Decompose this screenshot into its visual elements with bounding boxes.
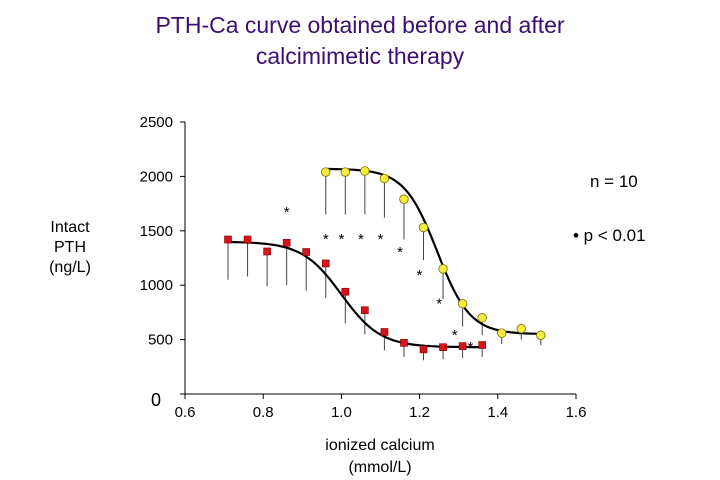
data-point: [243, 235, 252, 244]
y-tick-label: 2000: [140, 168, 173, 185]
data-point: [536, 330, 546, 340]
data-point: [379, 173, 390, 184]
data-point: [419, 345, 428, 354]
data-point: [282, 238, 291, 247]
data-point: [497, 328, 507, 338]
x-tick-label: 1.4: [487, 404, 508, 421]
data-point: [457, 298, 468, 309]
y-tick-label: 1000: [140, 277, 173, 294]
x-tick-label: 1.2: [409, 404, 430, 421]
x-axis-label-line-2: (mmol/L): [348, 459, 411, 476]
data-point: [400, 339, 408, 347]
n-annotation: n = 10: [590, 172, 638, 191]
y-axis-label-line-3: (ng/L): [49, 259, 91, 276]
x-axis-label-line-1: ionized calcium: [325, 437, 434, 454]
significance-mark: *: [378, 231, 384, 248]
significance-mark: *: [468, 339, 474, 356]
data-point: [360, 166, 370, 176]
x-tick-label: 0.8: [253, 404, 274, 421]
data-point: [340, 167, 351, 177]
y-axis-label-line-1: Intact: [50, 219, 90, 236]
chart-title-line-1: PTH-Ca curve obtained before and after: [155, 12, 565, 38]
data-markers: [224, 166, 546, 354]
y-axis-label-line-2: PTH: [54, 239, 86, 256]
data-point: [224, 235, 232, 244]
y-tick-label: 2500: [140, 114, 173, 131]
y-tick-label: 500: [148, 332, 173, 349]
y-tick-label: 1500: [140, 223, 173, 240]
data-point: [516, 324, 526, 334]
significance-mark: *: [397, 244, 403, 261]
data-point: [263, 247, 271, 256]
data-point: [399, 194, 409, 204]
significance-mark: *: [436, 295, 442, 312]
fit-curve: [325, 167, 541, 335]
fit-curve: [227, 240, 483, 349]
data-point: [458, 342, 467, 350]
axis-labels: Intact PTH (ng/L) ionized calcium (mmol/…: [49, 172, 645, 476]
data-point: [321, 259, 330, 268]
significance-mark: *: [452, 327, 458, 344]
data-point: [341, 287, 350, 296]
data-point: [380, 328, 389, 336]
data-point: [302, 248, 311, 256]
x-tick-label: 1.6: [566, 404, 587, 421]
data-point: [439, 343, 447, 352]
chart-title-line-2: calcimimetic therapy: [255, 43, 465, 69]
data-point: [418, 222, 429, 233]
data-point: [361, 306, 369, 315]
data-point: [477, 313, 487, 323]
significance-mark: *: [323, 231, 329, 248]
error-bars: [227, 170, 542, 361]
significance-mark: *: [358, 231, 364, 248]
data-point: [321, 167, 331, 177]
significance-mark: *: [417, 267, 423, 284]
data-point: [478, 341, 486, 349]
significance-mark: *: [284, 204, 290, 221]
chart-title: PTH-Ca curve obtained before and after c…: [60, 10, 660, 72]
y-tick-label: 0: [151, 390, 161, 410]
significance-mark: *: [338, 231, 344, 248]
p-value-annotation: • p < 0.01: [573, 226, 646, 245]
data-point: [438, 264, 448, 274]
x-tick-label: 1.0: [331, 404, 352, 421]
significance-marks: * * * * * * * * * *: [284, 204, 474, 356]
axes: 0 500 1000 1500 2000 2500 0.6 0.8 1.0 1.2 1.4 1.6: [140, 114, 587, 421]
x-tick-label: 0.6: [175, 404, 196, 421]
